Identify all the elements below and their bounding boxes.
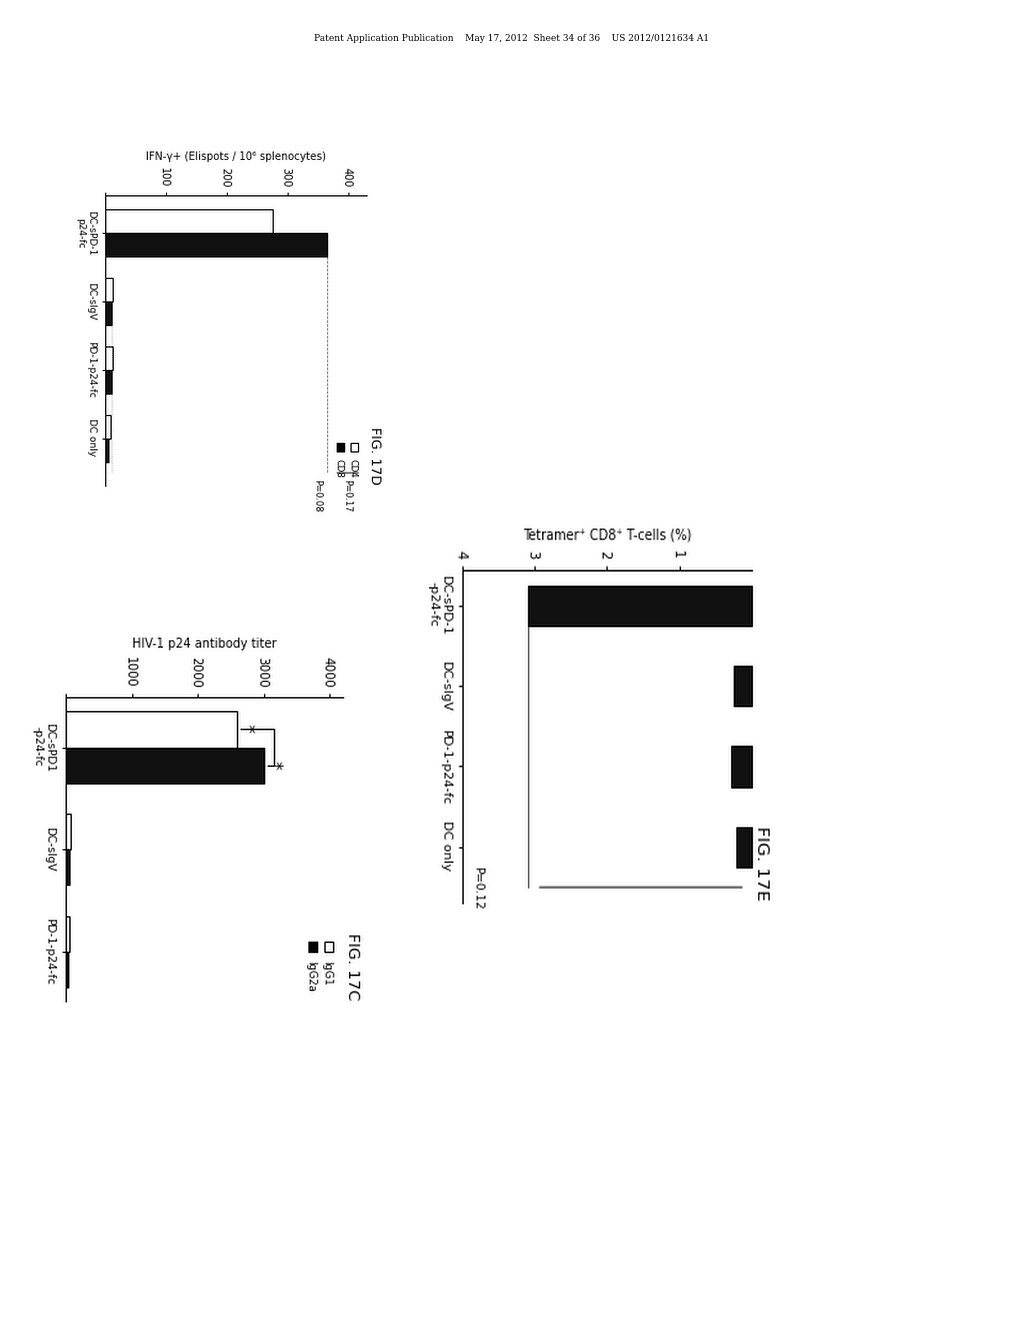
Text: Patent Application Publication    May 17, 2012  Sheet 34 of 36    US 2012/012163: Patent Application Publication May 17, 2… [314,34,710,44]
